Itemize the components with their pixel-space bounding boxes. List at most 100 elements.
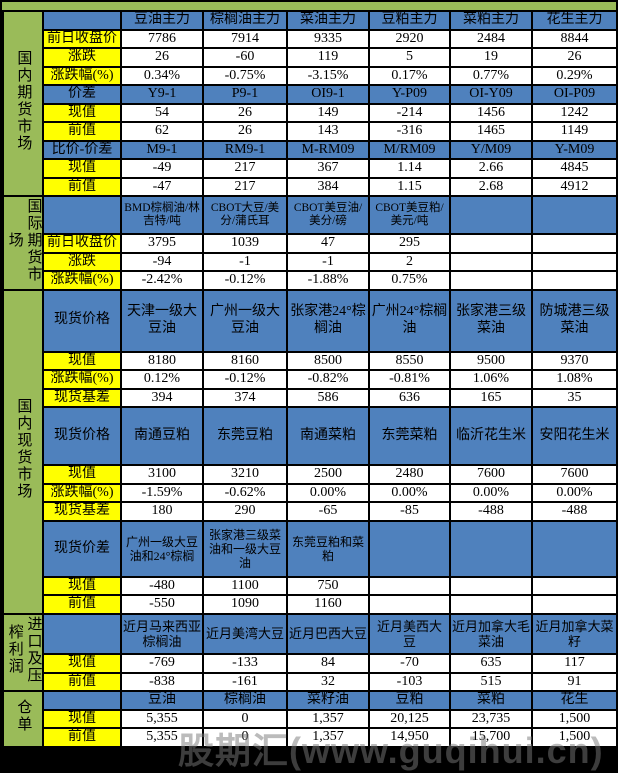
- row-label: 现值: [42, 653, 122, 674]
- row-label: 前值: [42, 121, 122, 142]
- row-label: 涨跌: [42, 251, 122, 273]
- data-cell: 1242: [531, 102, 618, 124]
- column-header: 菜油主力: [286, 10, 370, 31]
- data-cell: 1465: [449, 121, 533, 142]
- table-row: 前值 5,355 0 1,357 14,950 15,700 1,500: [3, 727, 618, 748]
- data-cell: 635: [449, 653, 533, 674]
- data-cell: 586: [286, 387, 370, 409]
- row-label: 现值: [42, 708, 122, 730]
- table-row: 现货基差 394 374 586 636 165 35: [3, 387, 618, 409]
- table-row: 涨跌幅(%) 0.12% -0.12% -0.82% -0.81% 1.06% 1.08%: [3, 369, 618, 390]
- data-cell: 8844: [531, 28, 618, 50]
- section-label-domestic-futures-market: 国内期货市场: [2, 9, 44, 198]
- table-row: 现值 5,355 0 1,357 20,125 23,735 1,500: [3, 708, 618, 730]
- column-header: Y/M09: [449, 139, 533, 161]
- data-cell: 23,735: [449, 708, 533, 730]
- column-header: 防城港三级菜油: [531, 288, 618, 353]
- column-header: OI9-1: [286, 84, 370, 105]
- data-cell: 47: [286, 233, 370, 254]
- data-cell: 1.06%: [449, 369, 533, 390]
- section-warehouse-receipts: 仓单 豆油 棕榈油 菜籽油 豆粕 菜粕 花生 现值 5,355 0 1,357 20,125 23,73…: [2, 690, 618, 748]
- data-cell: 750: [286, 575, 370, 597]
- column-header: 花生主力: [531, 10, 618, 31]
- data-cell: 1,500: [531, 727, 618, 748]
- data-cell: -480: [120, 575, 204, 597]
- data-cell: 84: [286, 653, 370, 674]
- data-cell: -550: [120, 594, 204, 615]
- data-cell: 117: [531, 653, 618, 674]
- section-label-text: 国内期货市场: [15, 49, 32, 152]
- data-cell: -0.81%: [368, 369, 451, 390]
- column-header: 近月马来西亚棕榈油: [120, 612, 204, 656]
- row-label: 涨跌幅(%): [42, 270, 122, 291]
- data-cell: 4912: [531, 176, 618, 198]
- data-cell: 62: [120, 121, 204, 142]
- data-cell: 4845: [531, 158, 618, 179]
- data-cell: [368, 594, 451, 615]
- row-label: 现货价格: [42, 406, 122, 467]
- data-cell: [449, 594, 533, 615]
- row-label: 涨跌幅(%): [42, 65, 122, 87]
- section-label-text: 仓单: [15, 699, 32, 734]
- column-header: [449, 195, 533, 236]
- table-row: 国内期货市场 豆油主力 棕榈油主力 菜油主力 豆粕主力 菜粕主力 花生主力: [2, 9, 618, 198]
- table-row: 现值 -49 217 367 1.14 2.66 4845: [3, 158, 618, 179]
- column-header: 广州一级大豆油: [202, 288, 288, 353]
- data-cell: 32: [286, 671, 370, 693]
- column-header: 东莞菜粕: [368, 406, 451, 467]
- section-domestic-futures-market: 国内期货市场 豆油主力 棕榈油主力 菜油主力 豆粕主力 菜粕主力 花生主力 前日收盘价 7786…: [2, 9, 618, 198]
- column-header: CBOT美豆油/美分/磅: [286, 195, 370, 236]
- column-header: M/RM09: [368, 139, 451, 161]
- data-cell: 3795: [120, 233, 204, 254]
- column-header: [368, 519, 451, 578]
- data-cell: -60: [202, 47, 288, 68]
- row-label: 前日收盘价: [42, 28, 122, 50]
- data-cell: 1149: [531, 121, 618, 142]
- column-header: Y9-1: [120, 84, 204, 105]
- data-cell: 8500: [286, 350, 370, 372]
- column-header: 豆油: [120, 690, 204, 711]
- data-cell: 9335: [286, 28, 370, 50]
- data-cell: 515: [449, 671, 533, 693]
- section-label-domestic-spot-market: 国内现货市场: [2, 288, 44, 615]
- table-row: 进口及压榨利润 近月马来西亚棕榈油 近月美湾大豆 近月巴西大豆 近月美西大豆 近月加拿大毛…: [2, 612, 618, 693]
- row-label: 涨跌幅(%): [42, 369, 122, 390]
- data-cell: [531, 575, 618, 597]
- row-label: 价差: [42, 84, 122, 105]
- column-header: BMD棕榈油/林吉特/吨: [120, 195, 204, 236]
- section-international-futures-market: 国际期货市场 BMD棕榈油/林吉特/吨 CBOT大豆/美分/蒲氏耳 CBOT美豆油/美…: [2, 195, 618, 291]
- data-cell: 20,125: [368, 708, 451, 730]
- row-label: 前值: [42, 671, 122, 693]
- section-label-text: 进口及压榨利润: [6, 615, 42, 684]
- row-label: 前日收盘价: [42, 233, 122, 254]
- row-label: 现货价格: [42, 288, 122, 353]
- column-header: 豆油主力: [120, 10, 204, 31]
- column-header: 豆粕主力: [368, 10, 451, 31]
- data-cell: 1,357: [286, 727, 370, 748]
- column-header: 张家港三级菜油: [449, 288, 533, 353]
- column-header: 南通菜粕: [286, 406, 370, 467]
- data-cell: 0.34%: [120, 65, 204, 87]
- data-cell: 1.14: [368, 158, 451, 179]
- column-header: 近月美湾大豆: [202, 612, 288, 656]
- table-row: 前日收盘价 7786 7914 9335 2920 2484 8844: [3, 28, 618, 50]
- data-cell: [449, 270, 533, 291]
- data-cell: -838: [120, 671, 204, 693]
- table-row: 比价-价差 M9-1 RM9-1 M-RM09 M/RM09 Y/M09 Y-M09: [3, 139, 618, 161]
- data-cell: 384: [286, 176, 370, 198]
- data-cell: [531, 270, 618, 291]
- row-label: 现值: [42, 350, 122, 372]
- data-cell: 367: [286, 158, 370, 179]
- section-label-international-futures-market: 国际期货市场: [2, 195, 44, 291]
- section-label-import-and-crush-profit: 进口及压榨利润: [2, 612, 44, 693]
- column-header: 菜粕主力: [449, 10, 533, 31]
- row-label: 现货价差: [42, 519, 122, 578]
- table-row: 涨跌幅(%) 0.34% -0.75% -3.15% 0.17% 0.77% 0.29%: [3, 65, 618, 87]
- data-cell: 0.00%: [368, 482, 451, 504]
- data-cell: -1.88%: [286, 270, 370, 291]
- data-cell: 0.00%: [531, 482, 618, 504]
- column-header: 豆粕: [368, 690, 451, 711]
- row-label: 涨跌幅(%): [42, 482, 122, 504]
- row-label: 现货基差: [42, 501, 122, 522]
- column-header: 近月巴西大豆: [286, 612, 370, 656]
